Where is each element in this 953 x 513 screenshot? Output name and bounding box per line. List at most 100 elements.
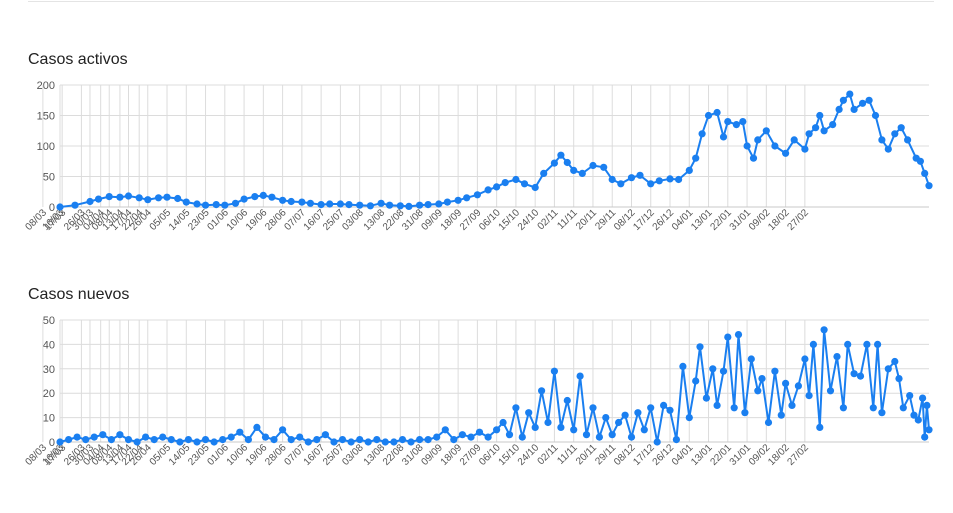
- data-point: [812, 124, 820, 132]
- data-point: [540, 169, 548, 177]
- data-point: [463, 194, 471, 202]
- data-point: [416, 436, 424, 444]
- y-tick-label: 10: [43, 413, 55, 425]
- data-point: [364, 438, 372, 446]
- data-point: [602, 414, 610, 422]
- data-point: [829, 121, 837, 129]
- x-tick-label: 03/08: [340, 207, 366, 233]
- data-point: [816, 423, 824, 431]
- y-tick-label: 0: [49, 202, 55, 214]
- data-point: [512, 404, 520, 412]
- data-point: [435, 200, 443, 208]
- data-point: [719, 133, 728, 141]
- data-point: [749, 154, 758, 162]
- data-point: [910, 411, 918, 419]
- data-point: [236, 428, 244, 436]
- y-tick-label: 150: [37, 111, 55, 123]
- data-point: [696, 343, 704, 351]
- data-point: [424, 201, 432, 209]
- data-point: [124, 192, 133, 200]
- data-point: [86, 197, 94, 206]
- data-point: [373, 436, 381, 444]
- data-point: [805, 130, 813, 138]
- data-point: [685, 414, 693, 422]
- data-point: [899, 404, 907, 412]
- data-point: [251, 193, 259, 201]
- data-point: [398, 436, 407, 444]
- data-point: [176, 438, 184, 446]
- data-point: [826, 387, 835, 395]
- data-point: [433, 433, 441, 441]
- data-point: [794, 382, 803, 390]
- data-point: [253, 423, 261, 431]
- data-point: [702, 394, 711, 402]
- data-point: [724, 333, 732, 341]
- data-point: [754, 387, 762, 395]
- data-point: [666, 406, 674, 414]
- data-point: [730, 404, 738, 412]
- data-point: [859, 99, 867, 107]
- data-point: [499, 418, 507, 427]
- data-point: [582, 431, 591, 439]
- data-point: [336, 200, 344, 208]
- data-point: [788, 401, 796, 409]
- data-point: [133, 438, 141, 446]
- data-point: [531, 423, 539, 431]
- data-point: [754, 136, 762, 144]
- data-point: [450, 436, 458, 444]
- data-point: [578, 169, 586, 177]
- x-tick-label: 02/11: [536, 207, 561, 232]
- data-point: [704, 111, 713, 120]
- data-point: [298, 198, 306, 206]
- y-tick-label: 20: [43, 388, 55, 400]
- data-point: [531, 183, 539, 192]
- data-point: [891, 357, 899, 366]
- data-point: [764, 418, 773, 427]
- data-point: [518, 433, 526, 441]
- data-point: [65, 436, 73, 444]
- data-point: [878, 136, 886, 144]
- data-point: [520, 180, 529, 188]
- data-point: [801, 355, 809, 363]
- data-point: [321, 431, 329, 439]
- data-point: [777, 411, 785, 419]
- data-point: [743, 142, 751, 150]
- data-point: [713, 108, 721, 117]
- series-line: [59, 92, 930, 208]
- data-point: [801, 145, 809, 153]
- data-point: [505, 431, 514, 439]
- data-point: [475, 428, 484, 436]
- data-point: [617, 180, 625, 188]
- data-point: [874, 340, 882, 348]
- data-point: [396, 202, 404, 210]
- data-point: [709, 365, 717, 373]
- y-tick-label: 40: [43, 339, 55, 351]
- data-point: [850, 105, 858, 113]
- data-point: [174, 194, 182, 203]
- data-point: [820, 326, 828, 334]
- data-point: [279, 196, 287, 204]
- data-point: [563, 396, 571, 405]
- data-point: [904, 136, 912, 144]
- x-tick-label: 24/10: [516, 207, 542, 233]
- data-point: [279, 426, 287, 434]
- data-point: [56, 203, 64, 211]
- x-tick-label: 27/02: [786, 442, 812, 468]
- data-point: [525, 409, 533, 417]
- data-point: [201, 201, 210, 209]
- data-point: [570, 166, 578, 174]
- data-point: [270, 436, 278, 444]
- data-point: [692, 154, 700, 162]
- top-divider: [28, 1, 934, 2]
- data-point: [647, 180, 655, 188]
- data-point: [306, 199, 314, 207]
- data-point: [454, 196, 462, 204]
- x-tick-label: 20/11: [574, 442, 599, 467]
- data-point: [595, 433, 604, 441]
- data-point: [557, 423, 565, 431]
- data-point: [563, 158, 571, 167]
- data-point: [679, 362, 687, 370]
- data-point: [647, 404, 655, 412]
- data-point: [758, 375, 766, 383]
